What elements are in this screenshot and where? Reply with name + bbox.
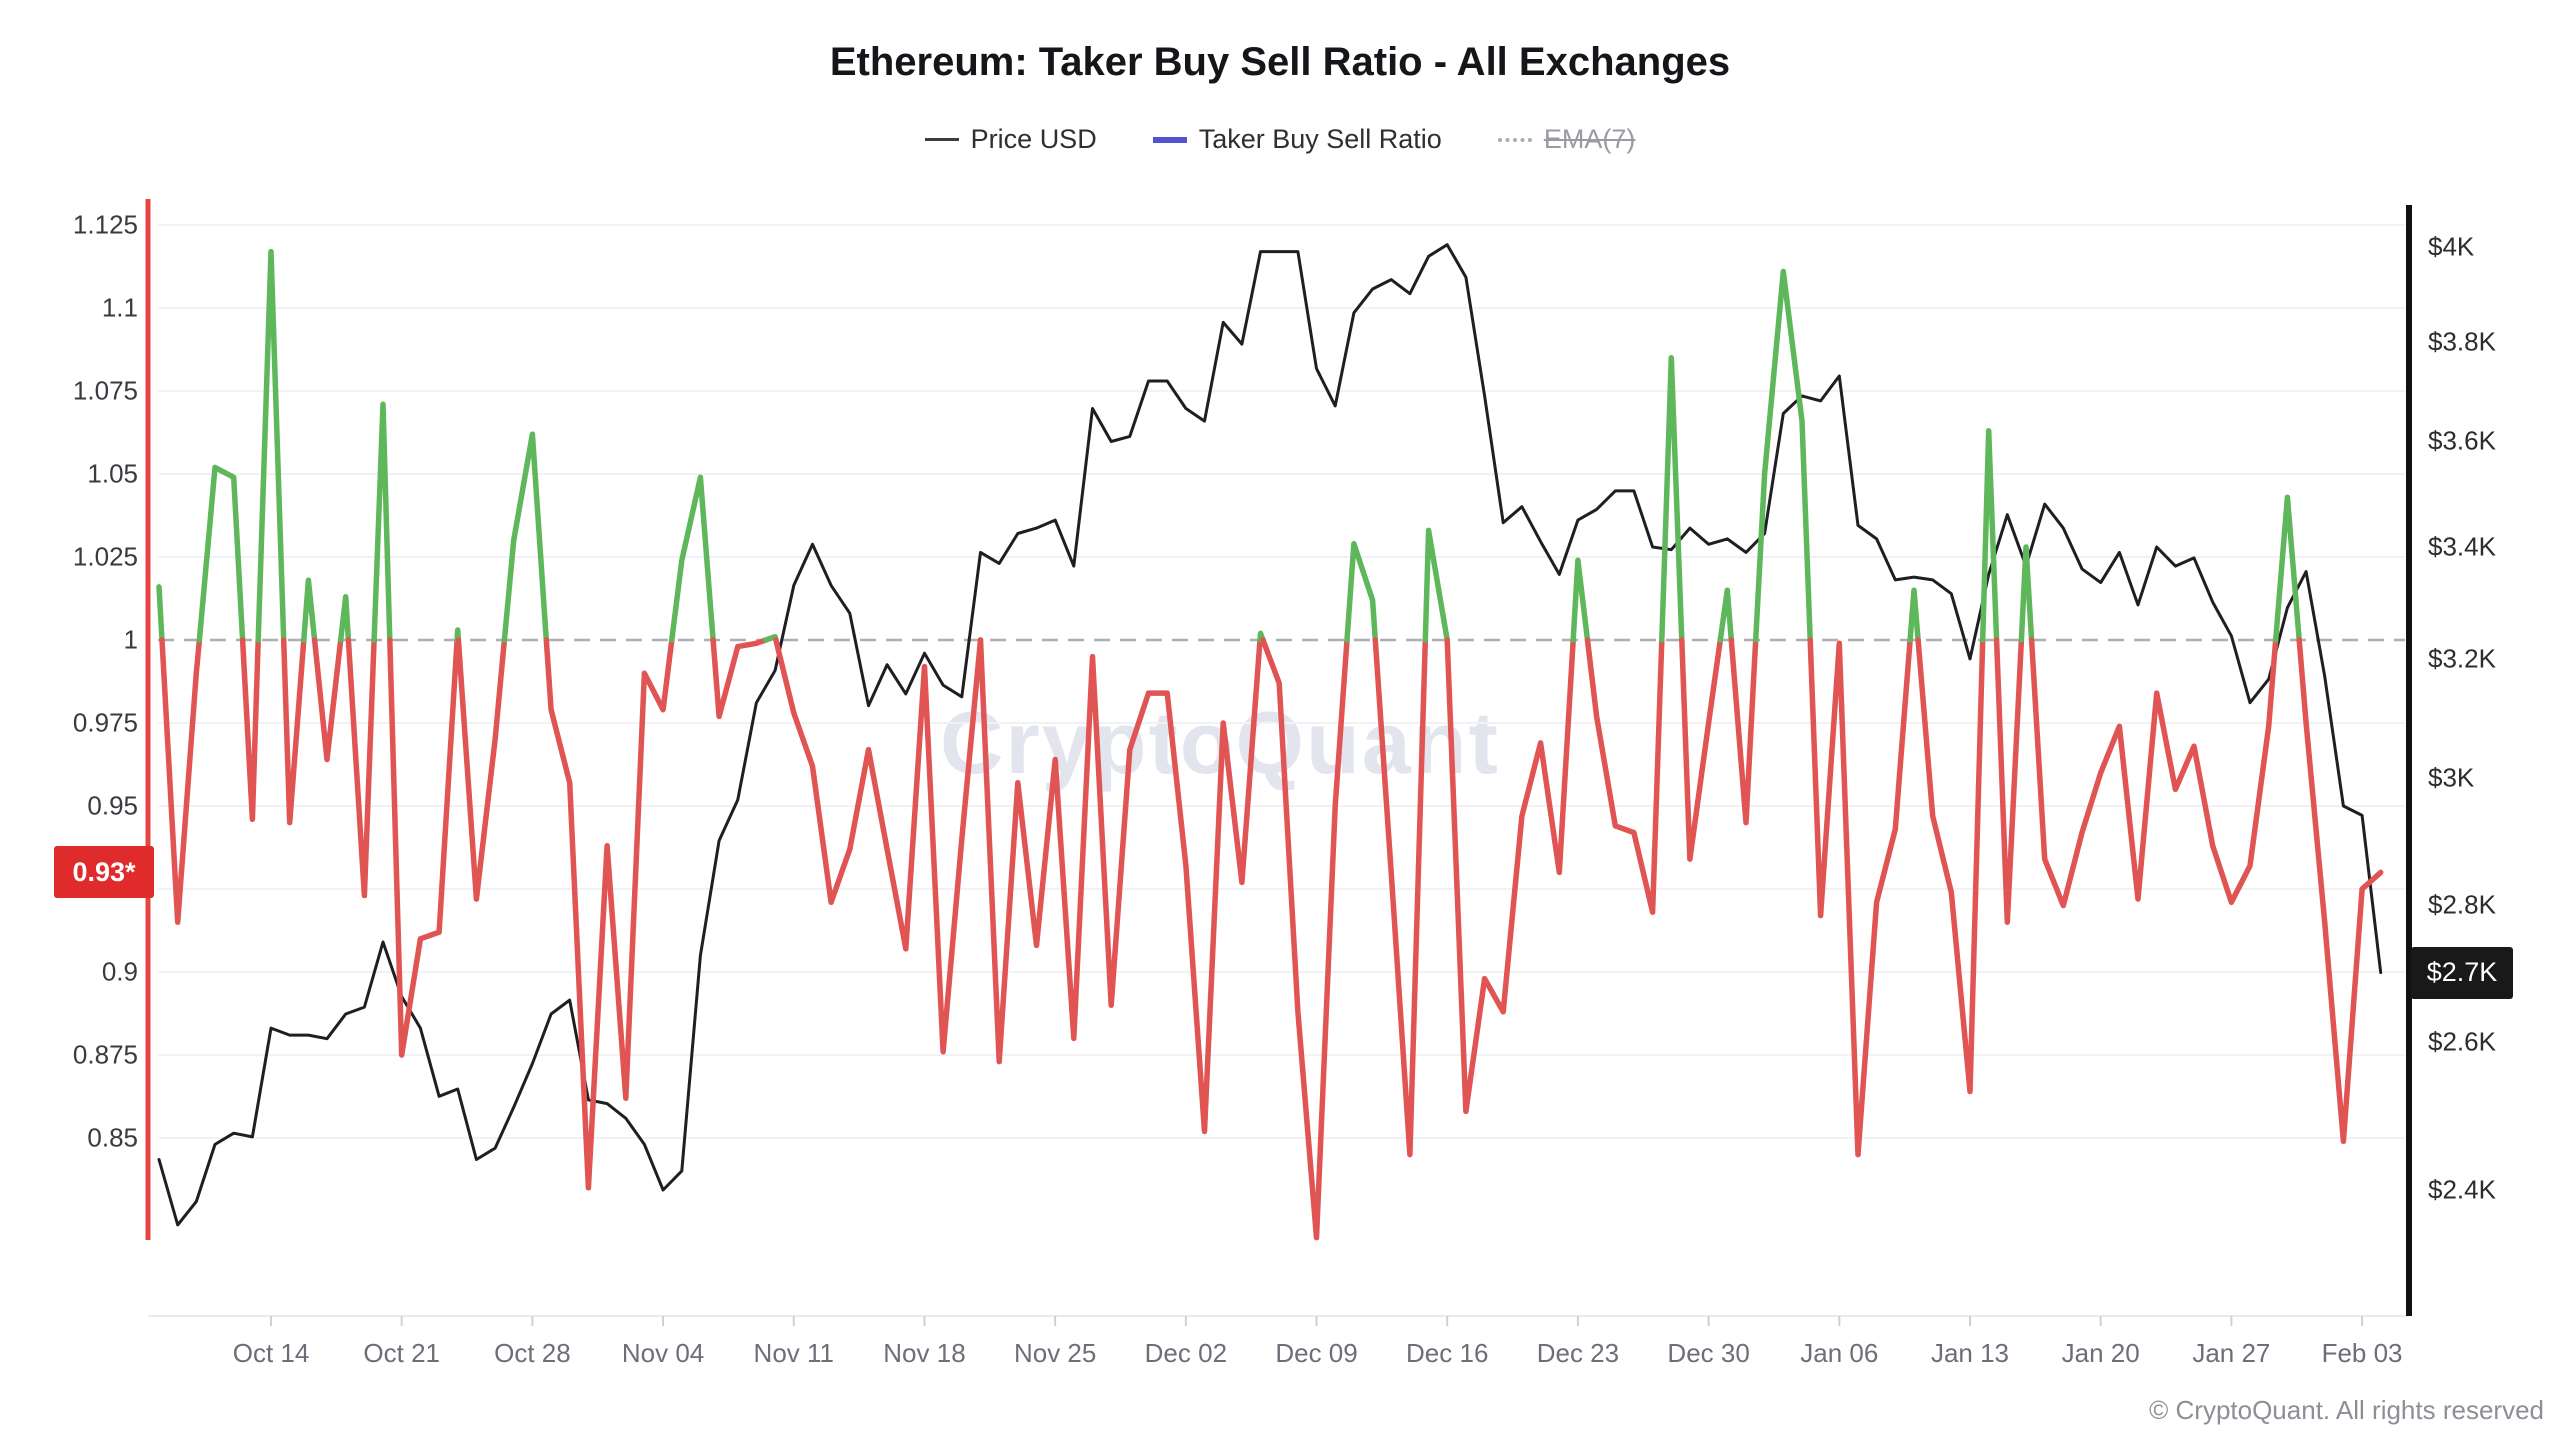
taker-ratio-line-above-1 xyxy=(1344,540,1379,643)
ratio-axis-label: 0.9 xyxy=(101,956,138,987)
price-usd-line xyxy=(157,243,2383,1227)
chart-title: Ethereum: Taker Buy Sell Ratio - All Exc… xyxy=(829,40,1731,84)
ratio-line-icon xyxy=(1152,136,1187,143)
ratio-axis-label: 0.95 xyxy=(87,790,138,821)
taker-ratio-line-above-1 xyxy=(1570,557,1591,643)
taker-ratio-line-below-1 xyxy=(1372,637,1429,1158)
taker-ratio-line-below-1 xyxy=(710,637,769,720)
date-axis-label: Dec 30 xyxy=(1667,1338,1750,1368)
taker-ratio-line-above-1 xyxy=(454,627,462,643)
taker-ratio-line-above-1 xyxy=(301,577,318,643)
date-axis-label: Nov 18 xyxy=(883,1338,966,1368)
price-axis-label: $2.8K xyxy=(2428,889,2496,920)
ratio-axis-label: 1.125 xyxy=(72,209,138,240)
ratio-axis-label: 1.1 xyxy=(101,292,138,323)
taker-ratio-line-below-1 xyxy=(1807,637,1913,1158)
date-axis-label: Dec 02 xyxy=(1144,1338,1228,1368)
taker-ratio-line-above-1 xyxy=(669,474,716,643)
legend-label-ema: EMA(7) xyxy=(1543,124,1636,154)
copyright-note: © CryptoQuant. All rights reserved xyxy=(2149,1395,2544,1425)
taker-ratio-line-below-1 xyxy=(280,637,307,826)
date-axis-label: Nov 04 xyxy=(621,1338,705,1368)
legend-item-price[interactable]: Price USD xyxy=(924,124,1097,155)
price-line-icon xyxy=(924,138,959,141)
ema-line-icon xyxy=(1497,137,1532,142)
legend-label-ratio: Taker Buy Sell Ratio xyxy=(1198,124,1442,154)
taker-ratio-line-above-1 xyxy=(1422,527,1450,643)
price-axis-label: $3K xyxy=(2428,762,2475,793)
taker-ratio-line-below-1 xyxy=(239,637,261,823)
date-axis-label: Jan 13 xyxy=(1930,1338,2010,1368)
date-axis-label: Oct 28 xyxy=(494,1338,571,1368)
taker-ratio-line-below-1 xyxy=(387,637,460,1058)
taker-ratio-line-below-1 xyxy=(1728,637,1759,826)
date-axis-label: Dec 16 xyxy=(1406,1338,1489,1368)
date-axis-label: Dec 09 xyxy=(1275,1338,1358,1368)
price-axis-label: $2.4K xyxy=(2428,1174,2496,1205)
price-axis-label: $3.8K xyxy=(2428,326,2496,357)
taker-ratio-line-below-1 xyxy=(1444,637,1576,1115)
date-axis-label: Oct 21 xyxy=(363,1338,440,1368)
taker-ratio-line-above-1 xyxy=(196,464,246,643)
date-axis-label: Jan 20 xyxy=(2061,1338,2140,1368)
price-axis-label: $3.6K xyxy=(2428,425,2496,456)
taker-ratio-line-below-1 xyxy=(1993,637,2025,925)
taker-ratio-line-below-1 xyxy=(159,637,203,925)
taker-ratio-line-below-1 xyxy=(455,637,508,902)
taker-ratio-line-below-1 xyxy=(977,637,1263,1135)
ratio-axis-label: 0.975 xyxy=(72,707,138,738)
taker-ratio-line-below-1 xyxy=(2296,637,2384,1145)
date-axis-label: Dec 23 xyxy=(1536,1338,1620,1368)
taker-ratio-line-above-1 xyxy=(2272,494,2302,643)
legend-item-ema[interactable]: EMA(7) xyxy=(1497,124,1636,155)
taker-ratio-line-above-1 xyxy=(1907,587,1921,643)
taker-ratio-line-above-1 xyxy=(337,594,352,643)
ratio-axis-label: 1 xyxy=(123,624,138,655)
taker-ratio-line-above-1 xyxy=(255,248,287,643)
taker-ratio-line-below-1 xyxy=(1679,637,1724,862)
date-axis-label: Nov 11 xyxy=(753,1338,834,1368)
taker-ratio-line-below-1 xyxy=(543,637,675,1191)
taker-ratio-line-below-1 xyxy=(311,637,344,763)
legend-item-ratio[interactable]: Taker Buy Sell Ratio xyxy=(1152,124,1442,155)
price-current-badge: $2.7K xyxy=(2411,946,2513,999)
taker-ratio-line-above-1 xyxy=(2018,544,2035,643)
ratio-axis-label: 1.075 xyxy=(72,375,138,406)
date-axis-label: Jan 06 xyxy=(1800,1338,1879,1368)
price-axis-label: $3.2K xyxy=(2428,643,2496,674)
taker-ratio-line-below-1 xyxy=(1915,637,1986,1095)
price-axis-label: $3.4K xyxy=(2428,531,2496,562)
taker-ratio-line-below-1 xyxy=(2028,637,2279,909)
taker-ratio-line-above-1 xyxy=(371,401,393,643)
legend-label-price: Price USD xyxy=(970,124,1097,154)
legend: Price USD Taker Buy Sell Ratio EMA(7) xyxy=(0,124,2560,155)
ratio-axis-label: 1.025 xyxy=(72,541,138,572)
price-axis-label: $2.6K xyxy=(2428,1026,2496,1057)
date-axis-label: Feb 03 xyxy=(2321,1338,2403,1368)
taker-ratio-line-above-1 xyxy=(501,431,550,643)
taker-ratio-line-below-1 xyxy=(345,637,377,899)
taker-ratio-line-below-1 xyxy=(773,637,984,1055)
price-axis-label: $4K xyxy=(2428,231,2475,262)
date-axis-label: Nov 25 xyxy=(1013,1338,1097,1368)
date-axis-label: Jan 27 xyxy=(2192,1338,2271,1368)
taker-ratio-line-below-1 xyxy=(1584,637,1665,915)
ratio-axis-label: 1.05 xyxy=(87,458,138,489)
taker-ratio-line-below-1 xyxy=(1260,637,1350,1241)
taker-ratio-line-above-1 xyxy=(1752,268,1813,643)
ratio-axis-label: 0.875 xyxy=(72,1039,138,1070)
taker-ratio-line-above-1 xyxy=(1979,428,2000,643)
ratio-current-badge: 0.93* xyxy=(54,846,154,899)
taker-ratio-line-above-1 xyxy=(1717,587,1735,643)
taker-ratio-line-above-1 xyxy=(1659,355,1685,643)
date-axis-label: Oct 14 xyxy=(232,1338,310,1368)
ratio-axis-label: 0.85 xyxy=(87,1122,138,1153)
taker-ratio-line-above-1 xyxy=(156,584,165,643)
